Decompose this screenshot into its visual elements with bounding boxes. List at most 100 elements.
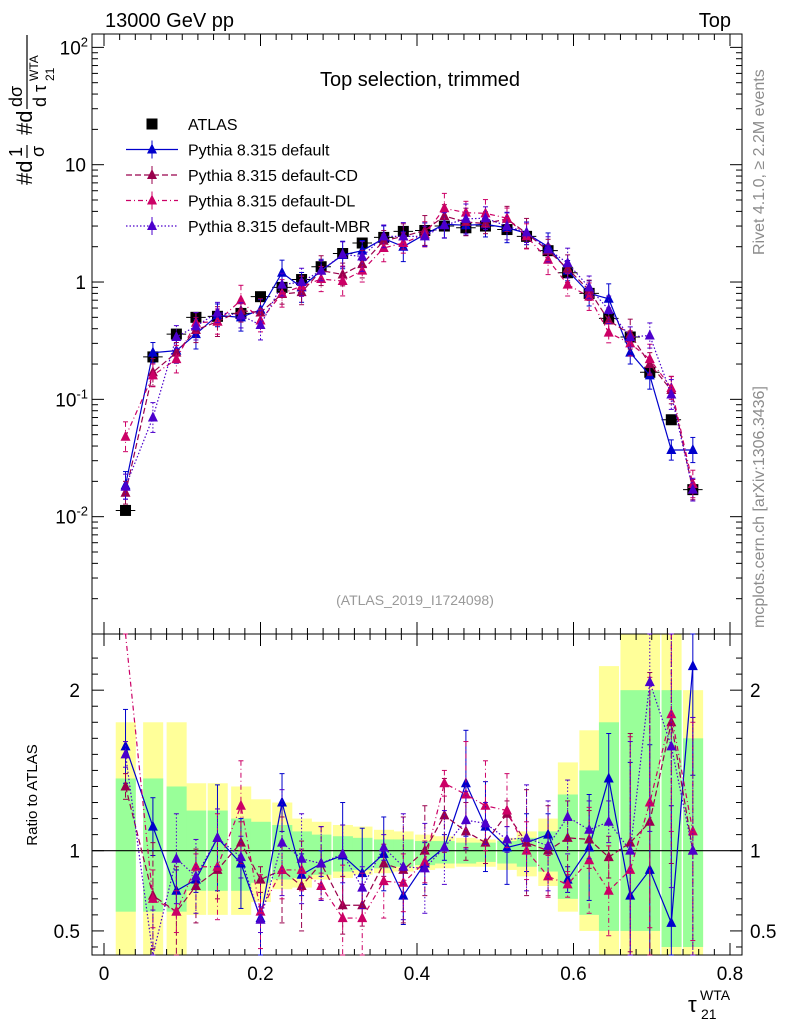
ratio-point bbox=[255, 913, 266, 924]
mc-point bbox=[439, 202, 450, 213]
svg-text:21: 21 bbox=[701, 1006, 717, 1022]
ratio-point bbox=[337, 847, 348, 858]
mc-point bbox=[296, 276, 307, 287]
mc-point bbox=[235, 294, 246, 305]
y-tick-label: 10-2 bbox=[55, 504, 88, 529]
mc-point bbox=[235, 309, 246, 320]
ratio-point bbox=[147, 892, 158, 903]
ratio-point bbox=[398, 860, 409, 871]
ratio-point bbox=[460, 788, 471, 799]
ratio-ylabel: Ratio to ATLAS bbox=[24, 744, 41, 845]
mc-point bbox=[147, 369, 158, 380]
ratio-point bbox=[584, 823, 595, 834]
ratio-point bbox=[398, 876, 409, 887]
ratio-line bbox=[124, 681, 694, 956]
mc-point bbox=[644, 353, 655, 364]
ratio-point bbox=[521, 844, 532, 855]
y-tick-label-right: 2 bbox=[750, 681, 761, 702]
ratio-point bbox=[439, 777, 450, 788]
ratio-point bbox=[644, 676, 655, 687]
mc-point bbox=[644, 329, 655, 340]
mc-point bbox=[277, 287, 288, 298]
ratio-point bbox=[419, 862, 430, 873]
ratio-point bbox=[666, 916, 677, 927]
ratio-point bbox=[625, 844, 636, 855]
legend: ATLAS Pythia 8.315 default Pythia 8.315 de… bbox=[126, 117, 370, 236]
legend-marker bbox=[147, 220, 157, 230]
process-label: Top bbox=[699, 10, 731, 32]
mc-point bbox=[625, 330, 636, 341]
y-tick-label: 0.5 bbox=[54, 922, 80, 943]
mc-point bbox=[603, 292, 614, 303]
y-tick-label-right: 0.5 bbox=[750, 922, 776, 943]
mc-point bbox=[562, 262, 573, 273]
ratio-xlabel: τ 21 WTA bbox=[688, 987, 731, 1022]
mc-point bbox=[666, 388, 677, 399]
ratio-point bbox=[296, 863, 307, 874]
ratio-point bbox=[644, 863, 655, 874]
ratio-point bbox=[501, 804, 512, 815]
mc-point bbox=[171, 346, 182, 357]
ratio-point bbox=[277, 863, 288, 874]
y-tick-label: 2 bbox=[69, 681, 80, 702]
mc-point bbox=[398, 230, 409, 241]
series-line bbox=[124, 207, 694, 485]
ratio-point bbox=[480, 799, 491, 810]
mc-point bbox=[337, 268, 348, 279]
ratio-point bbox=[171, 852, 182, 863]
ratio-point bbox=[562, 810, 573, 821]
ratio-point bbox=[337, 912, 348, 923]
svg-text:dσ: dσ bbox=[6, 86, 26, 107]
ratio-point bbox=[521, 831, 532, 842]
mc-point bbox=[120, 430, 131, 441]
svg-text:1: 1 bbox=[6, 147, 26, 157]
series-0 bbox=[115, 220, 703, 516]
ratio-point bbox=[171, 905, 182, 916]
svg-text:#d: #d bbox=[12, 111, 37, 135]
ratio-point bbox=[147, 820, 158, 831]
mc-point bbox=[316, 264, 327, 275]
mc-point bbox=[584, 290, 595, 301]
ratio-point bbox=[584, 854, 595, 865]
ratio-point bbox=[212, 831, 223, 842]
ratio-point bbox=[357, 912, 368, 923]
ratio-point bbox=[603, 815, 614, 826]
ratio-point bbox=[357, 899, 368, 910]
ratio-line bbox=[124, 666, 694, 924]
ratio-point bbox=[460, 814, 471, 825]
svg-text:#d: #d bbox=[12, 161, 37, 185]
mc-point bbox=[501, 220, 512, 231]
mcplots-label: mcplots.cern.ch [arXiv:1306.3436] bbox=[751, 386, 768, 628]
mc-point bbox=[603, 303, 614, 314]
mc-point bbox=[147, 411, 158, 422]
ratio-point bbox=[687, 844, 698, 855]
rivet-label: Rivet 4.1.0, ≥ 2.2M events bbox=[751, 69, 768, 255]
ratio-point bbox=[603, 851, 614, 862]
mc-point bbox=[543, 243, 554, 254]
legend-label: Pythia 8.315 default-MBR bbox=[188, 219, 370, 236]
ratio-point bbox=[687, 660, 698, 671]
mc-point bbox=[625, 337, 636, 348]
ratio-point bbox=[190, 860, 201, 871]
series-1 bbox=[120, 210, 698, 500]
mc-point bbox=[439, 210, 450, 221]
x-tick-label: 0.2 bbox=[247, 964, 273, 985]
mc-point bbox=[687, 483, 698, 494]
ratio-panel: 0 0.2 0.4 0.6 0.8 0.5 0.5 1 1 2 2 bbox=[54, 633, 776, 985]
mc-point bbox=[480, 217, 491, 228]
ratio-point bbox=[120, 780, 131, 791]
ratio-point bbox=[644, 796, 655, 807]
y-tick-label: 102 bbox=[60, 34, 88, 59]
ratio-point bbox=[316, 879, 327, 890]
x-tick-label: 0.4 bbox=[404, 964, 431, 985]
legend-label: ATLAS bbox=[188, 117, 238, 134]
y-tick-label-right: 1 bbox=[750, 842, 761, 863]
energy-label: 13000 GeV pp bbox=[105, 10, 234, 32]
mc-point bbox=[212, 306, 223, 317]
y-tick-label: 10 bbox=[65, 156, 86, 177]
svg-text:WTA: WTA bbox=[27, 55, 41, 81]
mc-point bbox=[337, 248, 348, 259]
svg-text:d τ: d τ bbox=[30, 85, 50, 107]
mc-point bbox=[603, 326, 614, 337]
